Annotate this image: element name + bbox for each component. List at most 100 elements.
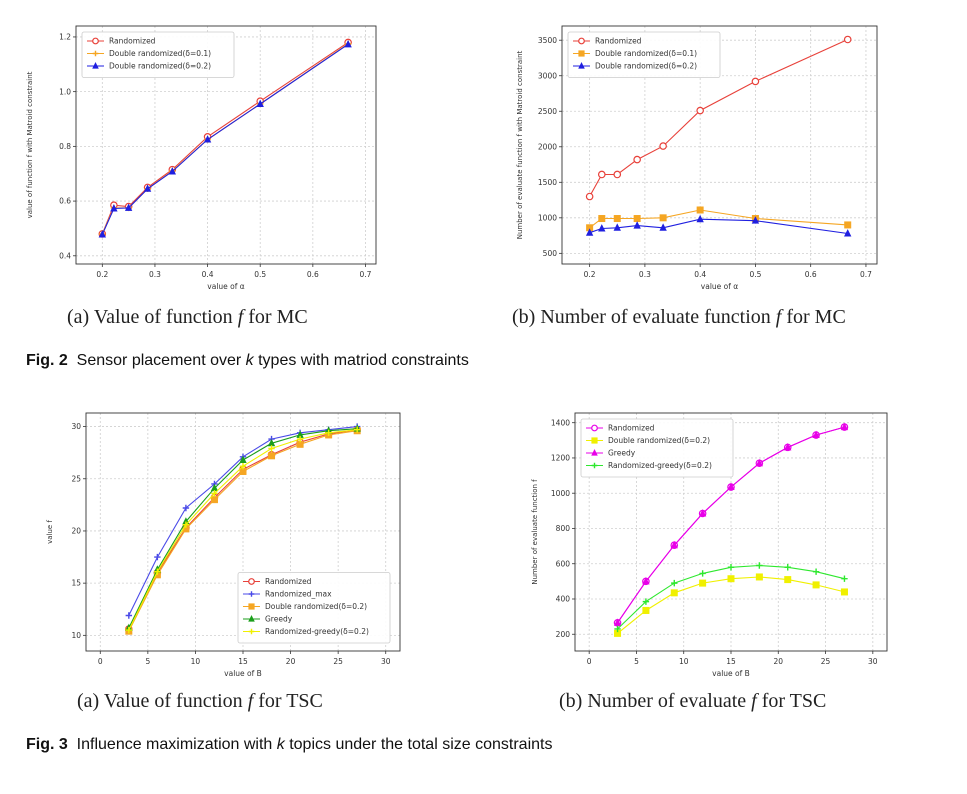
- data-point: [597, 170, 606, 179]
- series-3: [613, 422, 849, 626]
- plot-frame: [561, 25, 878, 265]
- caption-fig2a-prefix: (a) Value of function: [67, 306, 238, 328]
- caption-fig3a-suffix: for TSC: [253, 690, 323, 712]
- caption-fig2b-suffix: for MC: [781, 306, 846, 328]
- x-tick-label: 0.4: [202, 270, 214, 279]
- data-point: [727, 564, 735, 571]
- caption-fig2b-prefix: (b) Number of evaluate function: [512, 306, 776, 328]
- legend-marker: [591, 462, 598, 469]
- data-point: [613, 223, 621, 231]
- legend-label: Double randomized(δ=0.2): [608, 436, 710, 445]
- legend-marker: [248, 628, 255, 635]
- x-axis-label: value of α: [701, 282, 738, 291]
- data-point: [812, 430, 820, 439]
- x-tick-label: 30: [868, 657, 878, 666]
- data-point: [642, 598, 650, 605]
- data-point: [613, 170, 622, 179]
- data-point: [353, 426, 361, 433]
- data-point: [844, 229, 852, 237]
- legend: Randomized Double randomized(δ=0.1) Double…: [567, 31, 721, 78]
- y-tick-label: 3500: [538, 36, 557, 45]
- y-tick-label: 1500: [538, 178, 557, 187]
- x-axis-label: value of B: [712, 669, 750, 678]
- x-tick-label: 15: [238, 657, 248, 666]
- legend-marker: [248, 578, 255, 585]
- y-tick-label: 15: [71, 579, 81, 588]
- data-point: [840, 422, 849, 431]
- legend-marker: [578, 50, 585, 57]
- y-tick-label: 1.2: [59, 33, 71, 42]
- data-point: [844, 221, 852, 229]
- legend-box: [237, 572, 391, 644]
- data-point: [211, 490, 218, 497]
- figure-2-caption: Fig. 2 Sensor placement over k types wit…: [26, 352, 469, 370]
- caption-fig2a: (a) Value of function f for MC: [67, 306, 308, 329]
- x-tick-label: 10: [679, 657, 689, 666]
- series-3: [585, 214, 852, 237]
- data-point: [182, 504, 190, 512]
- x-tick-label: 5: [145, 657, 150, 666]
- legend-label: Randomized-greedy(δ=0.2): [265, 627, 369, 636]
- data-point: [585, 228, 594, 236]
- legend: Randomized Double randomized(δ=0.1) Double…: [81, 31, 235, 78]
- data-point: [344, 39, 352, 48]
- data-point: [659, 214, 667, 222]
- legend-label: Double randomized(δ=0.1): [595, 49, 697, 58]
- legend-label: Randomized: [595, 37, 642, 46]
- legend-marker: [248, 591, 255, 597]
- legend: Randomized Randomized_max Double randomize…: [237, 572, 391, 644]
- legend-label: Randomized: [265, 577, 312, 586]
- y-axis-label: Number of evaluate function f with Matro…: [516, 50, 524, 239]
- x-tick-label: 25: [333, 657, 343, 666]
- legend-box: [81, 31, 235, 78]
- chart-fig2b: 0.2 0.3 0.4 0.5 0.6 0.7 500 1000 1500 2000 2500 300…: [516, 25, 878, 291]
- y-axis-label: Number of evaluate function f: [531, 479, 539, 585]
- data-point: [325, 429, 332, 437]
- x-tick-label: 0.4: [694, 270, 706, 279]
- data-point: [670, 589, 678, 597]
- data-point: [239, 463, 247, 470]
- x-tick-label: 25: [821, 657, 831, 666]
- series-line: [589, 209, 848, 229]
- legend-marker: [92, 62, 99, 69]
- data-point: [633, 215, 641, 223]
- x-tick-label: 20: [773, 657, 783, 666]
- legend-label: Greedy: [608, 449, 636, 458]
- legend-marker: [591, 449, 598, 456]
- legend-label: Double randomized(δ=0.1): [109, 49, 211, 58]
- data-point: [659, 142, 667, 150]
- x-tick-label: 0.3: [639, 270, 651, 279]
- legend-marker: [578, 37, 585, 45]
- data-point: [633, 221, 641, 229]
- data-point: [784, 443, 792, 451]
- data-point: [614, 625, 621, 633]
- y-tick-label: 0.8: [59, 142, 71, 151]
- data-point: [699, 579, 707, 587]
- data-point: [168, 167, 177, 175]
- y-tick-label: 1.0: [59, 87, 71, 96]
- legend-marker: [248, 603, 255, 610]
- y-tick-label: 500: [543, 249, 558, 258]
- y-tick-label: 10: [71, 631, 81, 640]
- y-axis-label: value of function f with Matroid constra…: [26, 71, 34, 218]
- legend-marker: [591, 424, 598, 432]
- data-point: [812, 568, 820, 575]
- data-point: [727, 575, 735, 583]
- y-tick-label: 1000: [538, 213, 557, 222]
- y-tick-label: 600: [556, 559, 571, 568]
- data-point: [840, 588, 848, 596]
- data-point: [642, 576, 650, 585]
- data-point: [671, 579, 678, 587]
- x-tick-label: 10: [191, 657, 201, 666]
- data-point: [268, 452, 276, 460]
- caption-fig3a-prefix: (a) Value of function: [77, 690, 248, 712]
- x-tick-label: 0.5: [749, 270, 761, 279]
- data-point: [203, 135, 212, 143]
- legend-label: Randomized_max: [265, 590, 332, 599]
- data-point: [642, 606, 650, 614]
- data-point: [239, 455, 247, 463]
- data-point: [598, 215, 606, 223]
- x-tick-label: 30: [381, 657, 391, 666]
- x-tick-label: 0.6: [805, 270, 817, 279]
- figure-3-prefix: Influence maximization with: [76, 736, 277, 753]
